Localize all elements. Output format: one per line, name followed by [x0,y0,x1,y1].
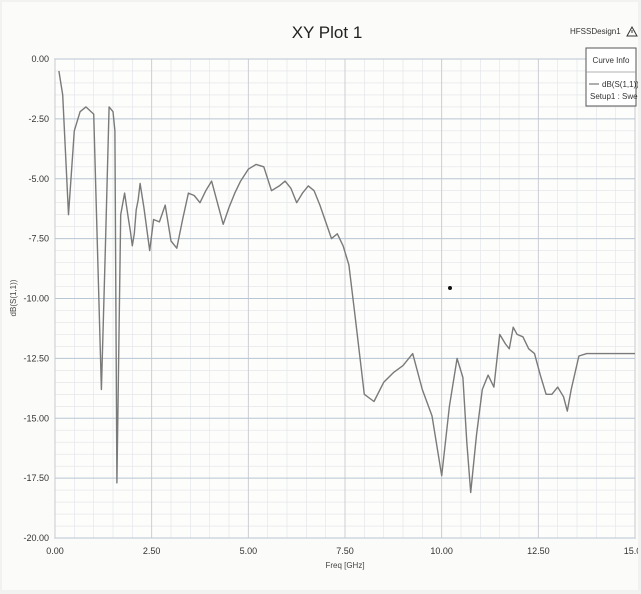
legend[interactable]: Curve Info dB(S(1,1)) Setup1 : Sweep [585,47,638,107]
series-line [58,70,635,494]
marker-dot [448,286,452,290]
x-tick-label: 12.50 [527,546,550,556]
y-tick-label: -5.00 [28,174,49,184]
y-tick-label: 0.00 [31,54,49,64]
x-tick-label: 5.00 [240,546,258,556]
design-label: HFSSDesign1 [570,27,621,36]
x-axis-ticks: 0.00 2.50 5.00 7.50 10.00 12.50 15.00 [46,546,638,556]
x-axis-title: Freq [GHz] [325,561,364,570]
x-tick-label: 10.00 [430,546,453,556]
y-tick-label: -2.50 [28,114,49,124]
legend-header: Curve Info [593,56,630,65]
y-tick-label: -17.50 [23,473,49,483]
y-tick-label: -7.50 [28,234,49,244]
y-tick-label: -10.00 [23,294,49,304]
y-axis-title: dB(S(1,1)) [9,279,18,316]
y-tick-label: -12.50 [23,353,49,363]
x-tick-label: 2.50 [143,546,161,556]
legend-entry-setup: Setup1 : Sweep [590,92,638,101]
chart-title: XY Plot 1 [292,23,363,42]
y-tick-label: -20.00 [23,533,49,543]
warning-icon [626,25,638,37]
y-axis-ticks: 0.00 -2.50 -5.00 -7.50 -10.00 -12.50 -15.00 -17… [23,54,49,543]
x-tick-label: 7.50 [336,546,354,556]
series-layer [58,70,635,494]
x-tick-label: 15.00 [624,546,638,556]
y-tick-label: -15.00 [23,413,49,423]
grid [54,58,636,539]
legend-entry-series: dB(S(1,1)) [602,80,638,89]
x-tick-label: 0.00 [46,546,64,556]
